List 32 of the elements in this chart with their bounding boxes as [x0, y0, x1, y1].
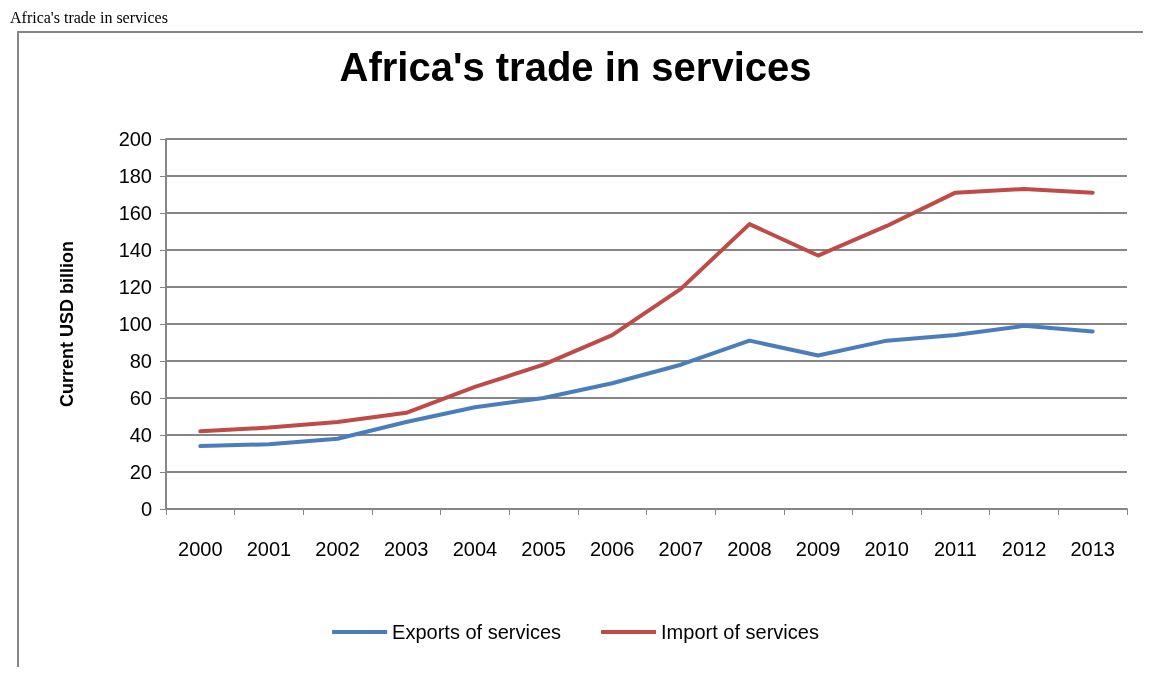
x-tick-label: 2002 — [315, 538, 360, 560]
x-tick-label: 2006 — [589, 538, 635, 560]
text: Africa's trade in services — [10, 8, 168, 26]
y-tick-label: 0 — [140, 498, 152, 520]
y-tick-label: 60 — [129, 387, 152, 409]
y-tick-label: 140 — [118, 239, 152, 261]
x-tick-label: 2005 — [521, 538, 566, 560]
x-tick-label: 2003 — [384, 538, 429, 560]
y-tick-label: 200 — [118, 128, 152, 150]
y-tick-label: 20 — [129, 461, 152, 483]
y-axis-title: Current USD billion — [57, 241, 77, 407]
y-tick-label: 120 — [118, 276, 152, 298]
legend-label: Exports of services — [392, 621, 562, 643]
x-tick-label: 2011 — [933, 538, 977, 560]
x-tick-label: 2001 — [246, 538, 292, 560]
x-tick-label: 2008 — [727, 538, 772, 560]
x-tick-label: 2013 — [1070, 538, 1115, 560]
legend-label: Import of services — [661, 621, 819, 643]
line-series — [198, 323, 1095, 449]
y-tick-label: 160 — [118, 202, 152, 224]
x-tick-label: 2007 — [658, 538, 704, 560]
x-tick-label: 2000 — [178, 538, 223, 560]
y-tick-label: 40 — [129, 424, 152, 446]
x-tick-label: 2004 — [452, 538, 498, 560]
x-tick-label: 2009 — [795, 538, 841, 560]
y-tick-label: 100 — [118, 313, 152, 335]
x-tick-label: 2012 — [1001, 538, 1047, 560]
y-tick-label: 80 — [129, 350, 152, 372]
chart-title: Africa's trade in services — [339, 45, 812, 89]
line-series — [198, 186, 1095, 434]
y-tick-label: 180 — [118, 165, 152, 187]
x-tick-label: 2010 — [864, 538, 909, 560]
